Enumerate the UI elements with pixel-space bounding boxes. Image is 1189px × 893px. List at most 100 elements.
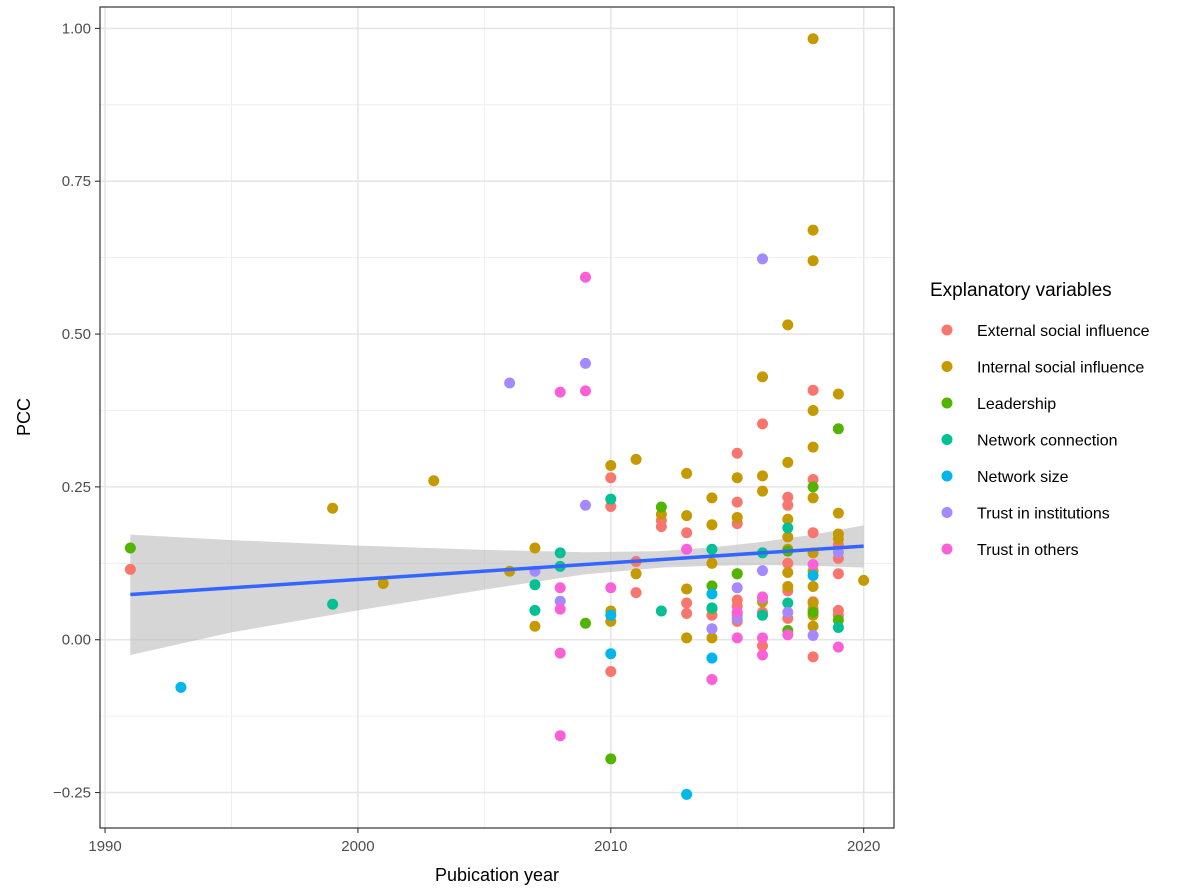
legend-key	[941, 470, 953, 482]
y-tick-label: −0.25	[53, 785, 91, 802]
x-tick-label: 2000	[341, 838, 374, 855]
x-axis-title: Pubication year	[435, 865, 559, 885]
legend-label: Trust in institutions	[977, 506, 1110, 523]
data-point	[807, 224, 819, 236]
data-point	[605, 666, 617, 678]
data-point	[731, 606, 743, 618]
data-point	[327, 598, 339, 610]
data-point	[706, 580, 718, 592]
data-point	[757, 371, 769, 383]
panel-background	[100, 7, 894, 828]
data-point	[605, 582, 617, 594]
data-point	[554, 547, 566, 559]
data-point	[731, 632, 743, 644]
data-point	[757, 485, 769, 497]
data-point	[731, 447, 743, 459]
data-point	[807, 441, 819, 453]
data-point	[706, 543, 718, 555]
data-point	[554, 647, 566, 659]
x-tick-label: 2020	[847, 838, 880, 855]
data-point	[655, 501, 667, 513]
data-point	[757, 640, 769, 652]
data-point	[807, 597, 819, 609]
y-tick-label: 0.25	[62, 479, 91, 496]
legend: Explanatory variables External social in…	[930, 280, 1150, 559]
data-point	[377, 577, 389, 589]
data-point	[807, 255, 819, 267]
data-point	[580, 617, 592, 629]
data-point	[731, 582, 743, 594]
data-point	[504, 377, 516, 389]
data-point	[580, 499, 592, 511]
panel-border	[99, 6, 895, 829]
data-point	[807, 581, 819, 593]
data-point	[807, 384, 819, 396]
data-point	[832, 388, 844, 400]
data-point	[529, 542, 541, 554]
data-point	[605, 459, 617, 471]
x-axis-ticks: 1990 2000 2010 2020	[88, 828, 880, 855]
legend-label: Network size	[977, 469, 1069, 486]
data-point	[757, 609, 769, 621]
data-point	[807, 492, 819, 504]
data-point	[580, 385, 592, 397]
data-point	[782, 557, 794, 569]
data-point	[757, 632, 769, 644]
legend-key	[941, 543, 953, 555]
data-point	[681, 607, 693, 619]
data-point	[832, 568, 844, 580]
data-point	[832, 507, 844, 519]
y-tick-label: 1.00	[62, 20, 91, 37]
data-points	[124, 33, 870, 800]
legend-key	[941, 434, 953, 445]
legend-key	[941, 361, 953, 372]
data-point	[529, 620, 541, 632]
y-axis-title: PCC	[14, 398, 34, 436]
x-tick-label: 1990	[88, 838, 121, 855]
data-point	[681, 788, 693, 800]
data-point	[757, 565, 769, 577]
data-point	[807, 629, 819, 641]
data-point	[782, 319, 794, 331]
data-point	[554, 595, 566, 607]
data-point	[782, 581, 794, 593]
data-point	[807, 404, 819, 416]
data-point	[757, 649, 769, 661]
data-point	[757, 470, 769, 482]
data-point	[706, 652, 718, 664]
legend-label: Internal social influence	[977, 360, 1144, 377]
data-point	[782, 499, 794, 511]
legend-label: Leadership	[977, 396, 1056, 413]
data-point	[605, 493, 617, 505]
legend-key	[941, 397, 953, 409]
data-point	[706, 632, 718, 644]
data-point	[832, 641, 844, 653]
data-point	[681, 632, 693, 644]
data-point	[554, 582, 566, 594]
y-axis-ticks: −0.25 0.00 0.25 0.50 0.75 1.00	[53, 20, 100, 802]
data-point	[681, 467, 693, 479]
data-point	[807, 33, 819, 45]
data-point	[706, 588, 718, 600]
data-point	[554, 386, 566, 398]
data-point	[757, 253, 769, 265]
data-point	[175, 681, 187, 693]
data-point	[681, 583, 693, 595]
data-point	[807, 620, 819, 632]
data-point	[554, 730, 566, 742]
data-point	[757, 591, 769, 603]
y-tick-label: 0.75	[62, 173, 91, 190]
data-point	[605, 753, 617, 765]
data-point	[731, 568, 743, 580]
data-point	[706, 623, 718, 635]
data-point	[706, 673, 718, 685]
data-point	[681, 597, 693, 609]
y-tick-label: 0.50	[62, 326, 91, 343]
data-point	[731, 511, 743, 523]
data-point	[428, 475, 440, 487]
data-point	[605, 472, 617, 484]
data-point	[124, 542, 136, 554]
data-point	[605, 648, 617, 660]
data-point	[655, 521, 667, 533]
